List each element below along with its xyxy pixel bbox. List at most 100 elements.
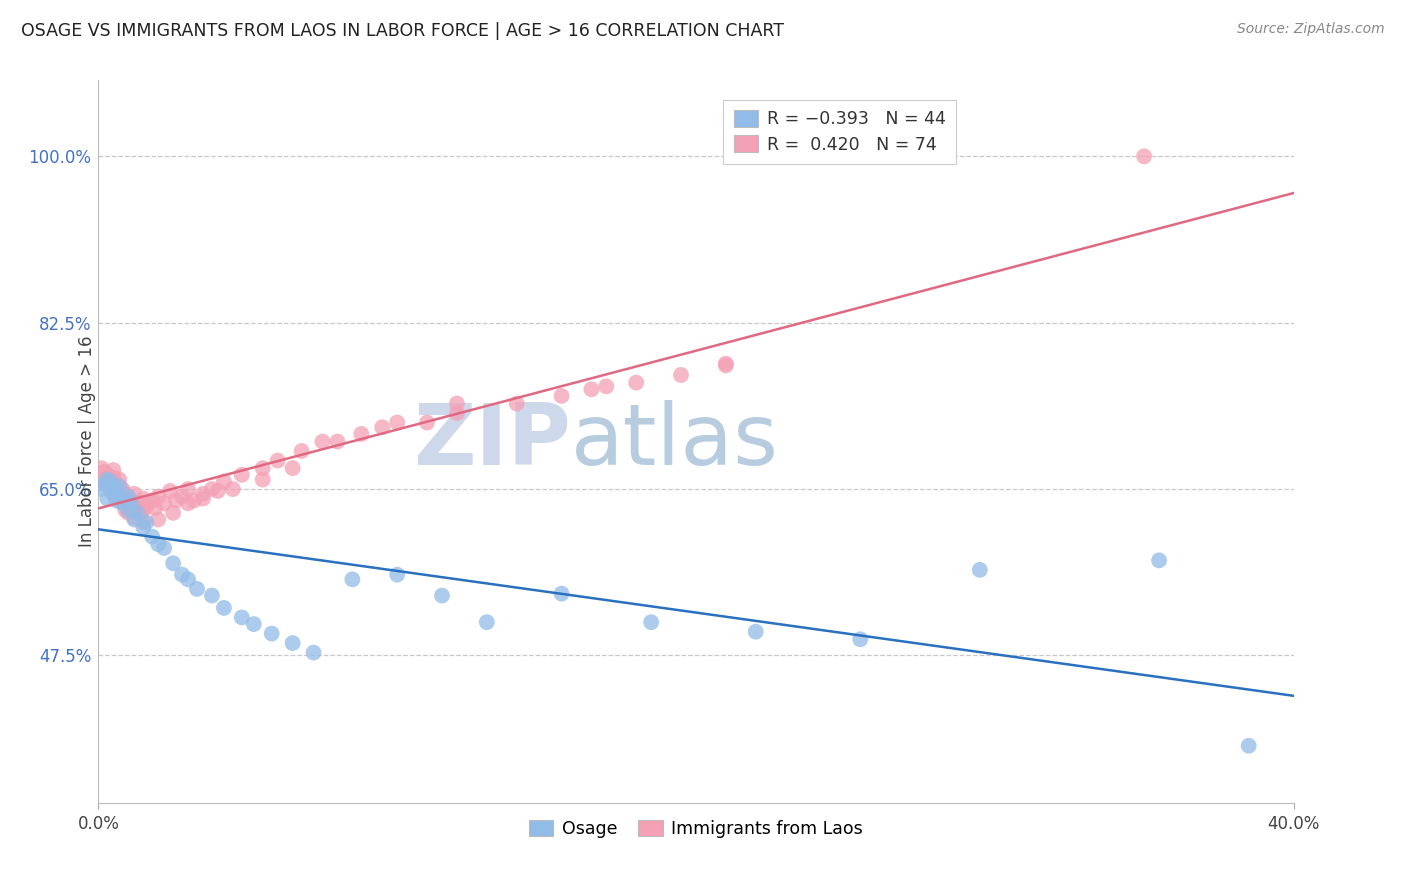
Point — [172, 490, 194, 504]
Point — [626, 376, 648, 390]
Point — [103, 480, 125, 494]
Point — [114, 487, 136, 501]
Point — [120, 496, 142, 510]
Point — [342, 573, 364, 587]
Point — [103, 463, 125, 477]
Point — [446, 396, 468, 410]
Point — [105, 483, 128, 498]
Point — [96, 467, 118, 482]
Point — [186, 582, 208, 596]
Point — [260, 626, 283, 640]
Text: ZIP: ZIP — [413, 400, 571, 483]
Point — [172, 567, 194, 582]
Point — [114, 491, 136, 506]
Point — [252, 473, 274, 487]
Point — [191, 491, 214, 506]
Point — [135, 499, 157, 513]
Point — [111, 483, 134, 498]
Point — [111, 482, 134, 496]
Point — [117, 506, 139, 520]
Point — [90, 461, 112, 475]
Point — [231, 467, 253, 482]
Point — [127, 496, 149, 510]
Point — [267, 453, 290, 467]
Point — [143, 501, 166, 516]
Point — [127, 506, 149, 520]
Point — [124, 501, 146, 516]
Point — [117, 503, 139, 517]
Point — [177, 482, 200, 496]
Point — [252, 461, 274, 475]
Point — [120, 493, 142, 508]
Point — [1237, 739, 1260, 753]
Point — [714, 357, 737, 371]
Point — [177, 573, 200, 587]
Point — [640, 615, 662, 630]
Point — [550, 389, 572, 403]
Point — [124, 487, 146, 501]
Point — [148, 537, 170, 551]
Point — [108, 479, 131, 493]
Point — [201, 482, 224, 496]
Point — [159, 483, 181, 498]
Point — [153, 496, 176, 510]
Point — [98, 475, 122, 489]
Point — [1133, 149, 1156, 163]
Point — [969, 563, 991, 577]
Legend: Osage, Immigrants from Laos: Osage, Immigrants from Laos — [519, 809, 873, 848]
Point — [231, 610, 253, 624]
Point — [302, 646, 325, 660]
Point — [105, 477, 128, 491]
Point — [96, 473, 118, 487]
Point — [714, 359, 737, 373]
Point — [148, 490, 170, 504]
Point — [669, 368, 692, 382]
Point — [745, 624, 768, 639]
Point — [281, 636, 304, 650]
Point — [506, 396, 529, 410]
Text: atlas: atlas — [571, 400, 779, 483]
Point — [124, 510, 146, 524]
Point — [141, 530, 163, 544]
Point — [93, 473, 115, 487]
Point — [108, 473, 131, 487]
Point — [93, 465, 115, 479]
Point — [446, 406, 468, 420]
Point — [148, 512, 170, 526]
Point — [96, 477, 118, 491]
Point — [132, 516, 155, 530]
Point — [114, 503, 136, 517]
Point — [183, 493, 205, 508]
Point — [849, 632, 872, 647]
Point — [416, 416, 439, 430]
Point — [153, 541, 176, 555]
Point — [430, 589, 453, 603]
Point — [201, 589, 224, 603]
Point — [326, 434, 349, 449]
Point — [135, 516, 157, 530]
Text: Source: ZipAtlas.com: Source: ZipAtlas.com — [1237, 22, 1385, 37]
Point — [98, 482, 122, 496]
Point — [595, 379, 617, 393]
Point — [129, 506, 152, 520]
Point — [165, 493, 187, 508]
Point — [162, 556, 184, 570]
Point — [207, 483, 229, 498]
Point — [550, 587, 572, 601]
Point — [96, 491, 118, 506]
Point — [350, 426, 373, 441]
Point — [162, 506, 184, 520]
Point — [117, 490, 139, 504]
Point — [291, 444, 314, 458]
Point — [111, 496, 134, 510]
Point — [103, 487, 125, 501]
Point — [385, 567, 409, 582]
Point — [117, 491, 139, 506]
Y-axis label: In Labor Force | Age > 16: In Labor Force | Age > 16 — [79, 335, 96, 548]
Point — [103, 487, 125, 501]
Point — [132, 503, 155, 517]
Point — [108, 491, 131, 506]
Point — [90, 482, 112, 496]
Text: OSAGE VS IMMIGRANTS FROM LAOS IN LABOR FORCE | AGE > 16 CORRELATION CHART: OSAGE VS IMMIGRANTS FROM LAOS IN LABOR F… — [21, 22, 785, 40]
Point — [141, 493, 163, 508]
